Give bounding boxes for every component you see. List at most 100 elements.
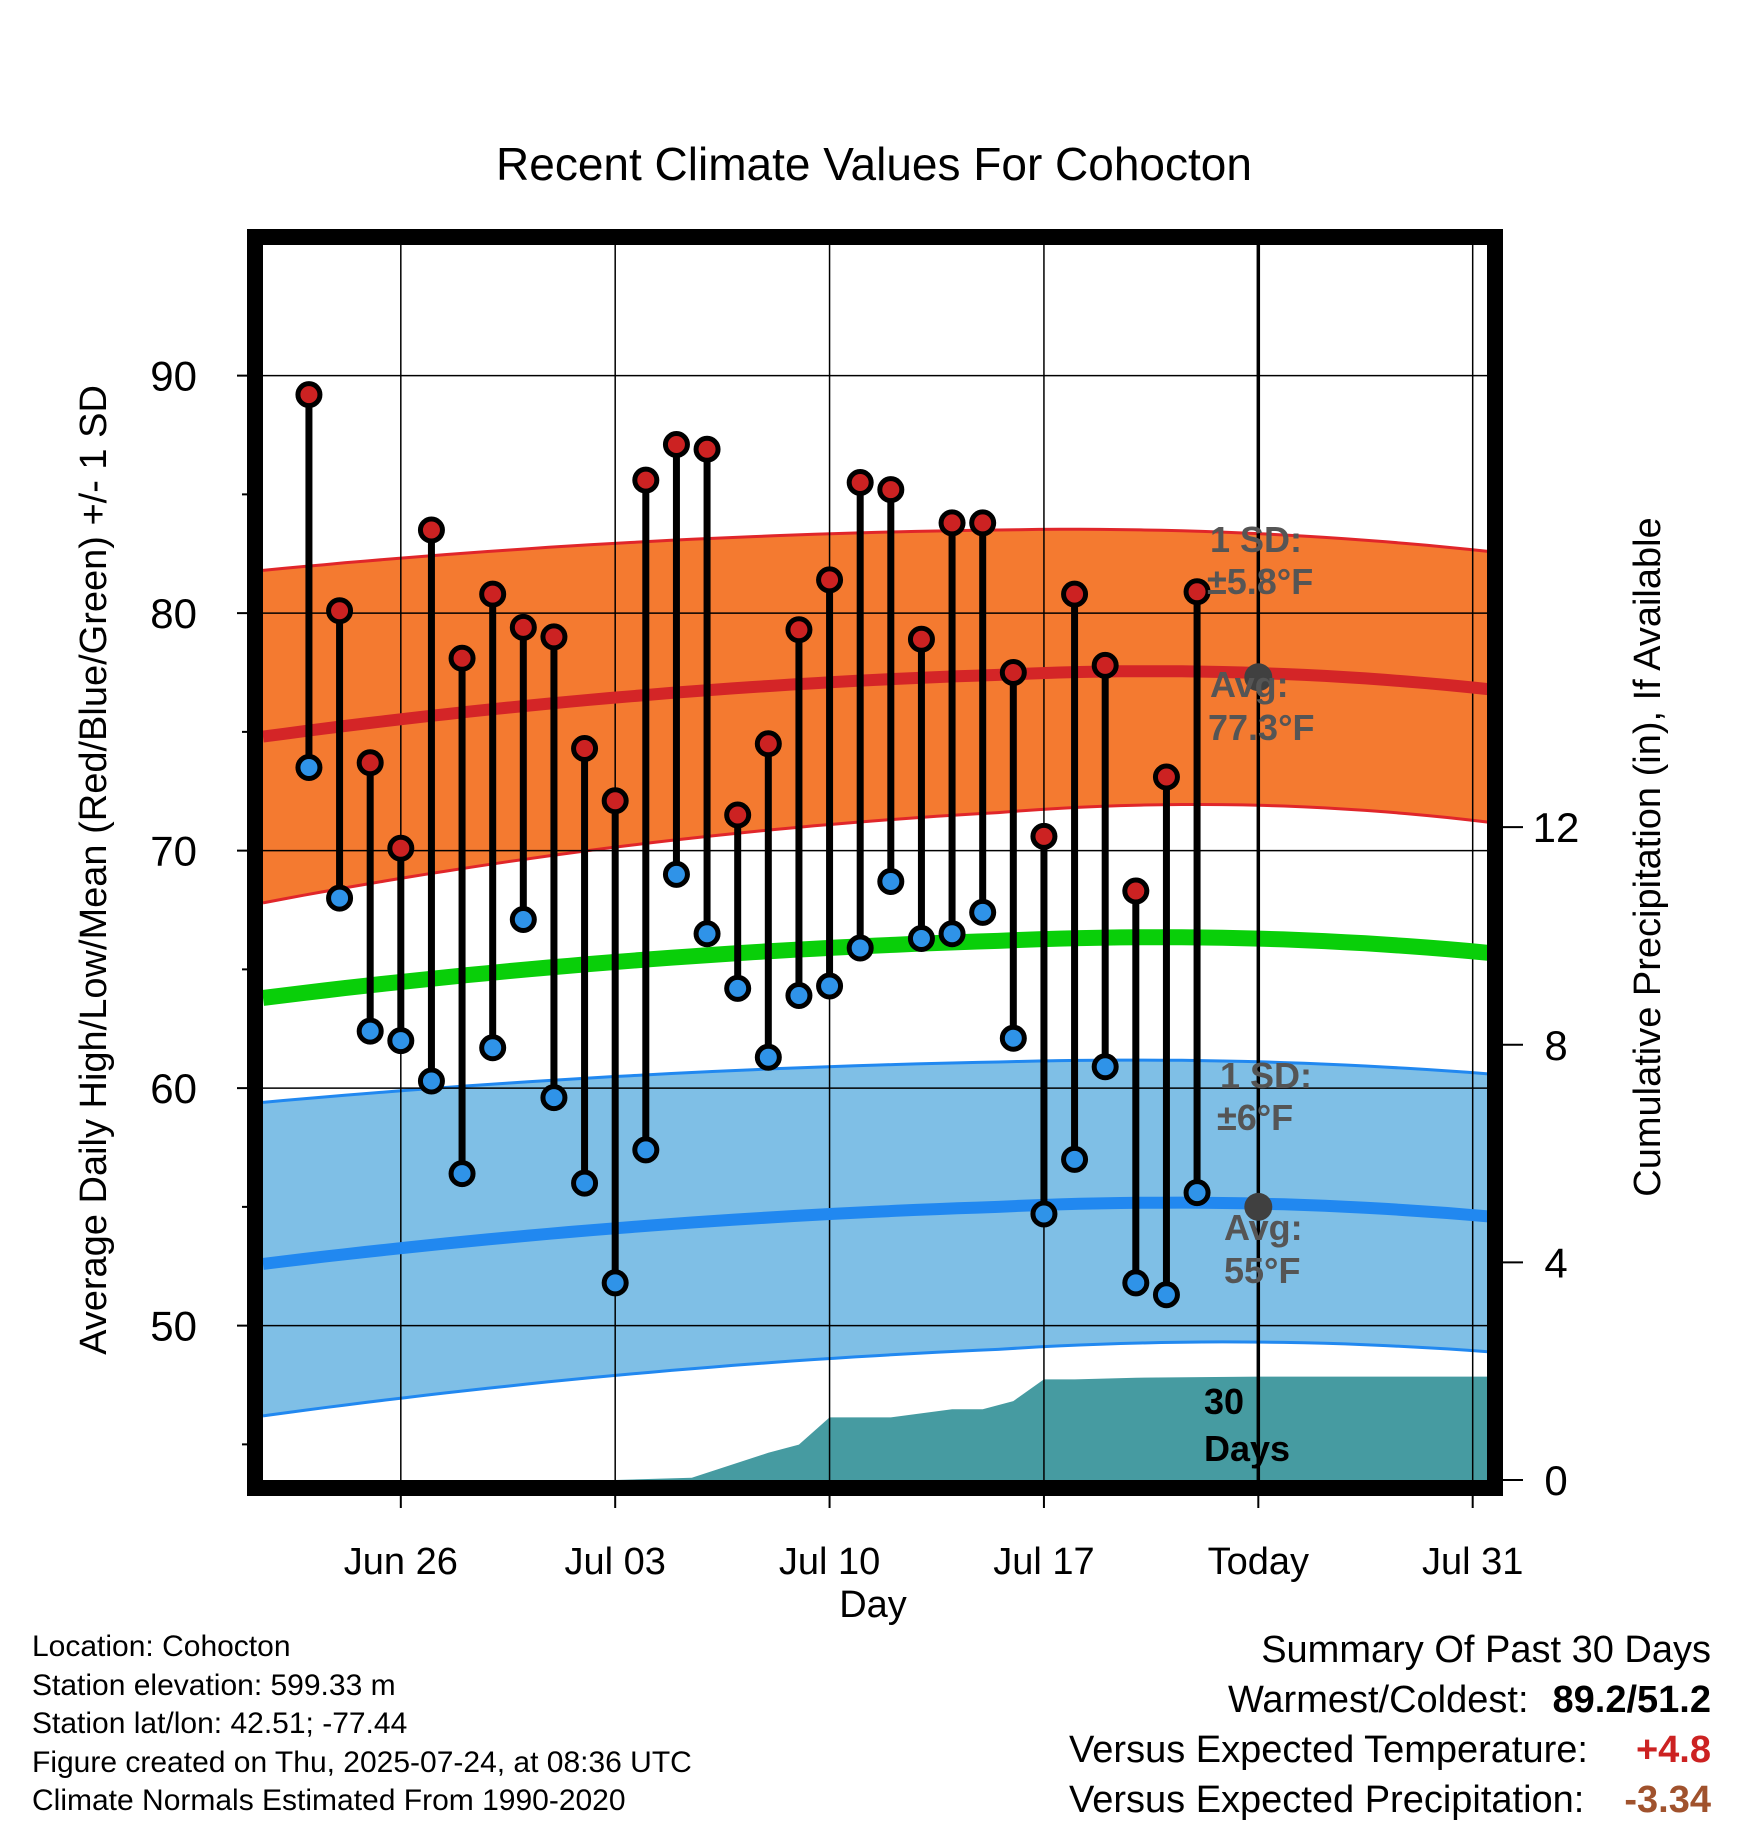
daily-low-point [662,860,690,888]
daily-low-point [877,868,905,895]
station-info: Location: Cohocton Station elevation: 59… [32,1628,692,1821]
daily-low-point [1183,1179,1211,1207]
low-avg-label: Avg: [1224,1207,1303,1248]
temp-departure-value: +4.8 [1635,1729,1711,1771]
low-sd-value: ±6°F [1217,1097,1293,1138]
daily-high-point [295,381,323,409]
right-y-tick-label: 12 [1533,804,1580,851]
latlon-text: Station lat/lon: 42.51; -77.44 [32,1707,408,1740]
left-y-tick-label: 60 [150,1065,197,1112]
daily-high-point [999,659,1027,686]
right-y-tick-label: 4 [1544,1239,1567,1286]
low-sd-lower-edge [262,1340,1489,1418]
warm-cold-label: Warmest/Coldest: [1227,1679,1529,1721]
summary-heading: Summary Of Past 30 Days [1261,1629,1711,1671]
elevation-text: Station elevation: 599.33 m [32,1668,396,1702]
right-y-tick-label: 0 [1544,1457,1567,1504]
daily-low-point [785,982,813,1009]
daily-low-point [356,1017,384,1045]
today-normal-high-marker [1244,663,1273,692]
temp-departure-label: Versus Expected Temperature: [1069,1729,1588,1771]
daily-low-point [938,920,966,948]
daily-high-point [509,613,537,641]
normal-high-line [262,665,1489,743]
daily-high-point [662,431,690,458]
warm-cold-value: 89.2/51.2 [1552,1679,1711,1721]
daily-low-point [326,884,354,912]
high-sd-value: ±5.8°F [1207,561,1313,602]
daily-high-point [1091,651,1119,679]
created-text: Figure created on Thu, 2025-07-24, at 08… [32,1745,692,1779]
window-days-number: 30 [1204,1381,1244,1422]
x-tick-label: Jul 31 [1422,1541,1523,1583]
daily-high-point [479,580,507,608]
daily-low-point [1122,1269,1150,1297]
daily-high-point [877,476,905,504]
precip-departure-value: -3.34 [1624,1779,1711,1821]
summary-warm-cold: Warmest/Coldest: 89.2/51.2 [1069,1675,1711,1725]
daily-low-point [754,1043,782,1071]
daily-low-point [479,1034,507,1062]
x-tick-label: Jul 17 [993,1541,1094,1583]
chart-title: Recent Climate Values For Cohocton [496,138,1252,190]
daily-low-point [417,1067,445,1095]
daily-high-point [601,787,629,815]
left-y-tick-label: 80 [150,590,197,637]
high-sd-upper-edge [262,527,1489,572]
daily-high-point [326,597,354,625]
high-avg-value: 77.3°F [1208,707,1314,748]
summary-temp: Versus Expected Temperature: +4.8 [1069,1725,1711,1775]
daily-low-point [907,925,935,952]
daily-high-point [387,834,415,862]
low-avg-value: 55°F [1224,1250,1300,1291]
daily-low-point [1152,1281,1180,1309]
daily-high-point [969,509,997,537]
daily-low-point [509,906,537,933]
left-y-tick-label: 70 [150,828,197,875]
daily-high-point [417,516,445,544]
daily-high-point [1183,578,1211,606]
cumulative-precip-area [263,1376,1488,1480]
high-sd-lower-edge [262,803,1489,905]
plot-frame [247,229,1503,1496]
x-axis-label: Day [839,1584,907,1626]
normal-low-line [262,1196,1489,1270]
high-avg-label: Avg: [1210,664,1289,705]
daily-low-point [969,898,997,926]
daily-high-point [785,616,813,644]
daily-high-point [1030,822,1058,850]
x-tick-label: Jul 03 [564,1541,665,1583]
daily-high-point [754,730,782,758]
right-y-axis-label: Cumulative Precipitation (in), If Availa… [1627,517,1669,1196]
daily-high-point [448,644,476,672]
left-y-tick-label: 90 [150,353,197,400]
summary-precip: Versus Expected Precipitation: -3.34 [1069,1775,1711,1825]
summary-panel: Summary Of Past 30 Days Warmest/Coldest:… [1069,1625,1711,1825]
daily-high-point [540,623,568,651]
daily-low-point [693,920,721,948]
daily-high-point [571,735,599,762]
daily-low-point [1061,1145,1089,1173]
daily-low-point [448,1160,476,1188]
daily-high-point [846,469,874,496]
daily-high-point [1061,580,1089,608]
daily-low-point [846,934,874,962]
daily-low-point [999,1024,1027,1052]
high-sd-label: 1 SD: [1210,519,1302,560]
daily-high-point [724,801,752,829]
daily-low-point [540,1084,568,1112]
left-y-tick-label: 50 [150,1303,197,1350]
daily-low-point [295,754,323,781]
daily-high-point [816,566,844,594]
normals-text: Climate Normals Estimated From 1990-2020 [32,1784,626,1817]
high-sd-band [263,529,1488,903]
daily-low-point [632,1136,660,1164]
right-y-tick-label: 8 [1544,1022,1567,1069]
left-y-axis-label: Average Daily High/Low/Mean (Red/Blue/Gr… [73,385,115,1355]
daily-high-point [693,435,721,463]
precip-departure-label: Versus Expected Precipitation: [1068,1779,1585,1821]
daily-high-point [632,466,660,494]
daily-low-point [1030,1200,1058,1228]
daily-high-point [1122,877,1150,905]
